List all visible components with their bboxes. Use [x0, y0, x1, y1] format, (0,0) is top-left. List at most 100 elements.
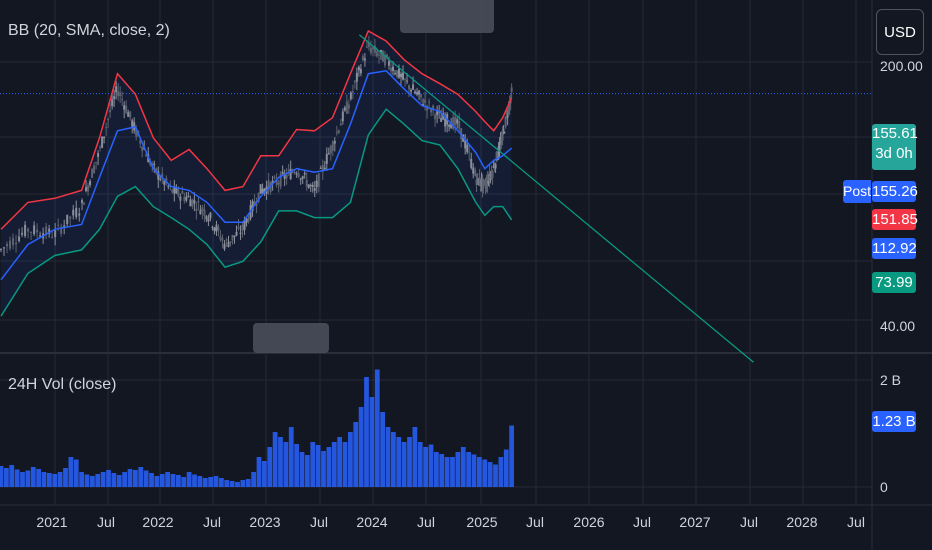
countdown-value: 3d 0h	[875, 145, 913, 162]
trend-line[interactable]	[358, 34, 754, 363]
volume-legend[interactable]: 24H Vol (close)	[8, 376, 117, 393]
candle-body	[171, 189, 174, 193]
candle-body	[159, 178, 162, 180]
bb-basis-tag: 112.92	[872, 238, 917, 259]
candle-body	[48, 228, 51, 235]
candle-body	[69, 216, 72, 219]
volume-bar	[401, 442, 407, 487]
candle-body	[45, 226, 48, 236]
candle-body	[353, 80, 356, 83]
candle-body	[335, 132, 338, 134]
bb-upper-line	[0, 29, 513, 230]
volume-bar	[433, 452, 439, 487]
candle-body	[261, 188, 264, 194]
drawing-toolbar-bottom[interactable]	[253, 323, 329, 353]
candle-body	[341, 111, 344, 122]
time-axis-label: Jul	[740, 514, 758, 530]
candle-body	[235, 231, 238, 236]
candle-body	[231, 234, 234, 241]
candle-body	[85, 187, 88, 192]
candle-body	[486, 177, 489, 187]
candle-body	[482, 178, 485, 186]
candle-body	[391, 66, 394, 71]
candle-body	[203, 209, 206, 216]
volume-bar	[181, 477, 187, 487]
candle-body	[75, 207, 78, 218]
candle-body	[21, 232, 24, 235]
candle-body	[225, 239, 228, 241]
volume-bar	[68, 457, 74, 487]
candle-body	[311, 184, 314, 187]
volume-bar	[369, 397, 375, 487]
candle-body	[481, 178, 484, 190]
candle-body	[400, 73, 403, 78]
candle-body	[129, 111, 132, 118]
candle-body	[197, 201, 200, 203]
volume-bar	[111, 473, 117, 487]
candle-body	[500, 139, 503, 145]
candle-body	[492, 166, 495, 168]
candle-body	[361, 56, 364, 61]
volume-bar	[30, 467, 36, 487]
candle-body	[450, 123, 453, 129]
candle-body	[285, 174, 288, 179]
candle-body	[464, 140, 467, 149]
candle-body	[434, 114, 437, 120]
candle-body	[347, 104, 350, 109]
candle-body	[327, 153, 330, 155]
candle-body	[239, 232, 242, 234]
candle-body	[187, 195, 190, 197]
candle-body	[263, 188, 266, 192]
candle-body	[15, 242, 18, 245]
candle-body	[483, 180, 486, 184]
bb-basis-line	[0, 69, 513, 281]
time-axis-label: Jul	[633, 514, 651, 530]
candle-body	[505, 113, 508, 115]
candle-body	[323, 167, 326, 170]
candle-body	[201, 207, 204, 211]
candle-body	[99, 147, 102, 149]
volume-bar	[471, 454, 477, 487]
last-price-tag: 155.61 3d 0h	[872, 124, 918, 170]
candle-body	[183, 196, 186, 201]
candle-body	[369, 47, 372, 53]
volume-bar	[170, 474, 176, 487]
bb-legend[interactable]: BB (20, SMA, close, 2)	[8, 22, 170, 39]
candle-body	[349, 92, 352, 100]
volume-bar	[310, 442, 316, 487]
volume-bar	[261, 461, 267, 487]
candle-body	[418, 90, 421, 95]
post-label: Post	[843, 180, 871, 203]
candle-body	[402, 72, 405, 80]
candle-body	[440, 118, 443, 122]
candle-body	[181, 191, 184, 194]
candle-body	[470, 158, 473, 168]
candle-body	[309, 184, 312, 186]
volume-bar	[192, 474, 197, 487]
bb-upper-tag: 151.85	[872, 209, 918, 230]
volume-bar	[455, 452, 461, 487]
candle-body	[95, 162, 98, 164]
time-axis-label: 2025	[466, 514, 497, 530]
candle-body	[416, 92, 419, 95]
drawing-toolbar-top[interactable]	[400, 0, 494, 33]
candle-body	[301, 176, 304, 179]
volume-bar	[84, 474, 90, 487]
currency-button[interactable]: USD	[876, 9, 924, 55]
candle-body	[355, 72, 358, 82]
candle-body	[444, 118, 447, 127]
candle-body	[395, 70, 398, 77]
volume-bar	[14, 469, 20, 487]
volume-bar	[186, 472, 192, 487]
candle-body	[345, 101, 348, 114]
bb-band-fill	[1, 31, 512, 317]
volume-bar	[127, 469, 133, 487]
candle-body	[363, 58, 366, 61]
candle-body	[173, 186, 176, 194]
candle-body	[375, 51, 378, 57]
candle-body	[205, 216, 208, 220]
volume-bar	[299, 452, 305, 487]
volume-bar	[390, 432, 396, 487]
candle-body	[93, 165, 96, 174]
